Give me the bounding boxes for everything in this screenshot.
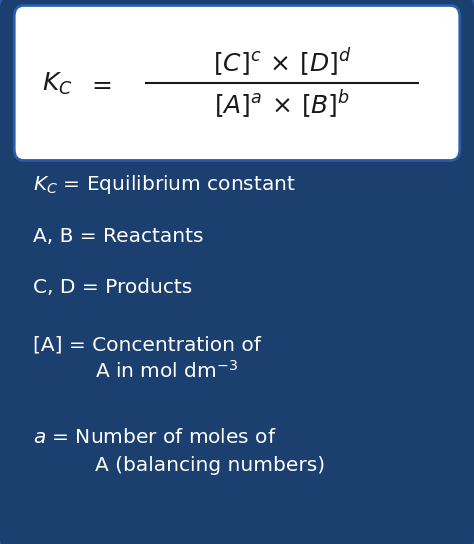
Text: A (balancing numbers): A (balancing numbers) xyxy=(95,456,325,474)
FancyBboxPatch shape xyxy=(14,5,460,160)
Text: $\mathit{K_C}$ = Equilibrium constant: $\mathit{K_C}$ = Equilibrium constant xyxy=(33,174,296,196)
Text: $\mathit{a}$ = Number of moles of: $\mathit{a}$ = Number of moles of xyxy=(33,429,277,447)
Text: A, B = Reactants: A, B = Reactants xyxy=(33,227,204,246)
Text: $[C]^c\,\times\,[D]^d$: $[C]^c\,\times\,[D]^d$ xyxy=(213,46,351,79)
Text: $=$: $=$ xyxy=(87,72,112,96)
Text: $[A]^a\,\times\,[B]^b$: $[A]^a\,\times\,[B]^b$ xyxy=(214,88,350,121)
Text: C, D = Products: C, D = Products xyxy=(33,278,192,296)
Text: [A] = Concentration of: [A] = Concentration of xyxy=(33,336,261,355)
Text: A in mol dm$^{-3}$: A in mol dm$^{-3}$ xyxy=(95,360,238,382)
Text: $K_C$: $K_C$ xyxy=(42,71,72,97)
